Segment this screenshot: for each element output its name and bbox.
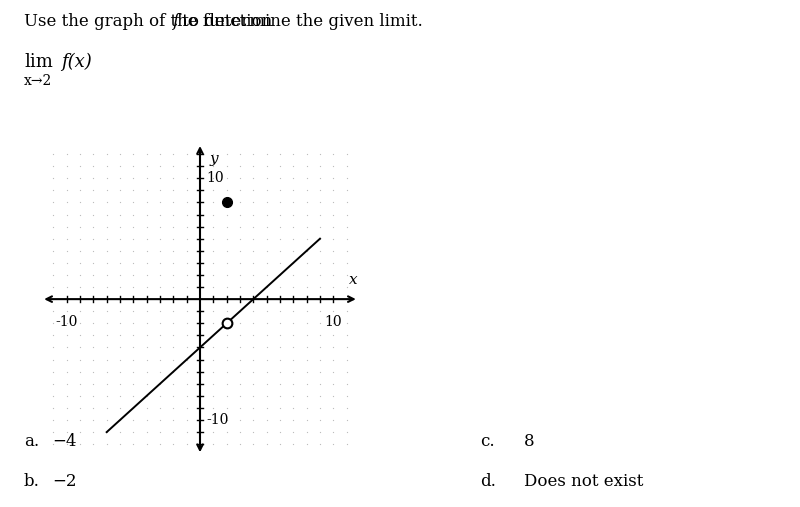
Text: to determine the given limit.: to determine the given limit.: [177, 13, 422, 30]
Text: 10: 10: [325, 315, 342, 329]
Text: c.: c.: [480, 433, 494, 451]
Text: 8: 8: [524, 433, 534, 451]
Text: x→2: x→2: [24, 74, 52, 88]
Text: −2: −2: [52, 473, 77, 490]
Text: f(x): f(x): [61, 53, 91, 71]
Text: -10: -10: [206, 413, 229, 427]
Text: f: f: [171, 13, 178, 30]
Text: x: x: [349, 273, 358, 287]
Text: d.: d.: [480, 473, 496, 490]
Text: a.: a.: [24, 433, 39, 451]
Text: -10: -10: [55, 315, 78, 329]
Text: y: y: [210, 152, 218, 166]
Text: b.: b.: [24, 473, 40, 490]
Text: −4: −4: [52, 433, 77, 451]
Text: lim: lim: [24, 53, 53, 71]
Text: Does not exist: Does not exist: [524, 473, 643, 490]
Text: Use the graph of the function: Use the graph of the function: [24, 13, 278, 30]
Text: 10: 10: [206, 171, 224, 185]
